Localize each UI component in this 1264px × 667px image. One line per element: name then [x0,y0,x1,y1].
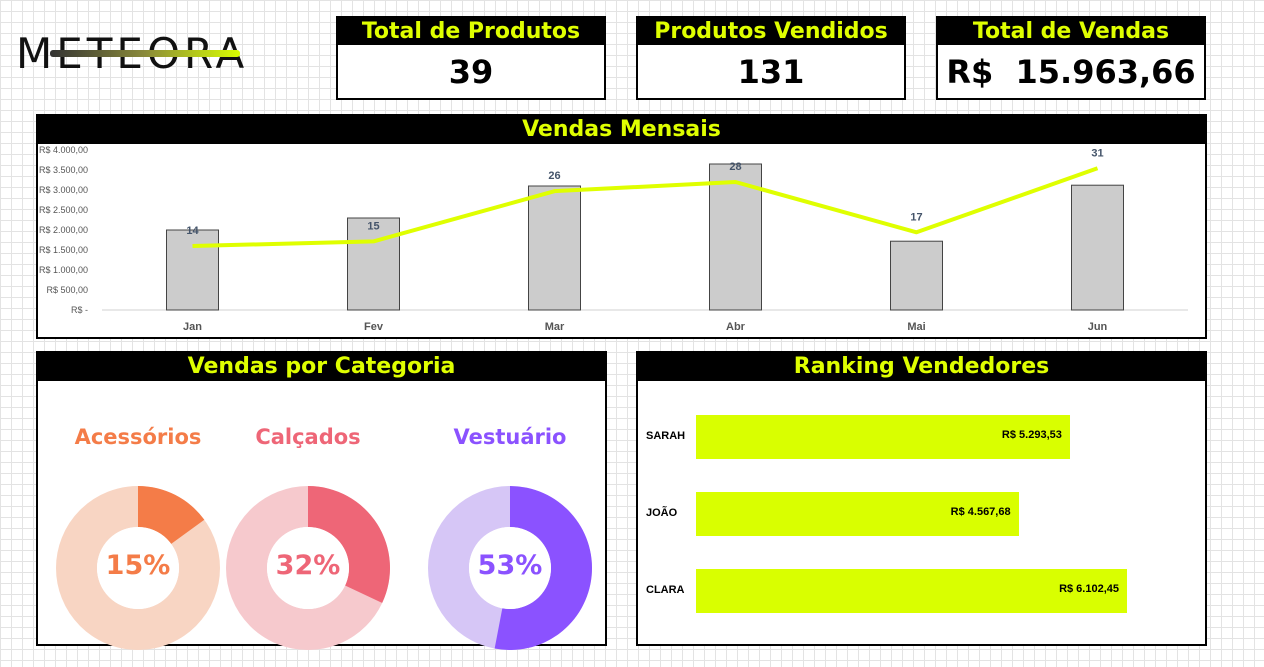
donut-percent-label: 53% [477,550,543,581]
line-data-label: 15 [367,220,379,232]
donut-area: Acessórios 15% Calçados 32% Vestuário 53% [38,381,605,650]
ranking-panel: Ranking Vendedores SARAH R$ 5.293,53 JOÃO R… [636,351,1207,646]
line-data-label: 26 [548,170,560,182]
line-data-label: 31 [1091,147,1103,159]
kpi-value: R$ 15.963,66 [946,53,1196,91]
donut-percent-label: 15% [105,550,171,581]
x-tick-label: Abr [726,321,746,333]
donut-title: Vestuário [453,425,567,449]
line-data-label: 14 [186,225,199,237]
ranking-name: JOÃO [646,507,678,519]
ranking-area: SARAH R$ 5.293,53 JOÃO R$ 4.567,68 CLARA R$ 6… [638,381,1205,644]
y-tick-label: R$ - [71,305,88,315]
bar-mar [528,185,581,311]
y-tick-label: R$ 2.000,00 [39,225,88,235]
donut-segment [138,486,205,544]
monthly-sales-chart: R$ - R$ 500,00 R$ 1.000,00 R$ 1.500,00 R$ 2.… [39,145,1188,333]
kpi-title: Produtos Vendidos [638,18,904,45]
bar-fev [347,217,400,311]
y-tick-label: R$ 3.000,00 [39,185,88,195]
donut-hole [267,527,349,609]
ranking-name: CLARA [646,584,685,596]
kpi-produtos-vendidos: Produtos Vendidos 131 [636,16,906,100]
logo-stripe [50,50,240,57]
donut-segment [308,486,390,603]
donut-chart [226,486,390,650]
x-tick-label: Fev [364,321,384,333]
ranking-bar: R$ 4.567,68 [696,492,1019,536]
line-data-label: 17 [910,211,922,223]
kpi-title: Total de Produtos [338,18,604,45]
bar-mai [890,240,943,311]
monthly-sales-panel: Vendas Mensais R$ - R$ 500,00 R$ 1.000,00 R… [36,114,1207,339]
bar-abr [709,163,762,311]
line-data-label: 28 [729,161,741,173]
ranking-name: SARAH [646,430,686,442]
x-tick-label: Jan [183,321,202,333]
kpi-title: Total de Vendas [938,18,1204,45]
donut-segment [494,486,592,650]
ranking-title: Ranking Vendedores [638,353,1205,381]
donut-hole [97,527,179,609]
x-tick-label: Jun [1088,321,1108,333]
y-tick-label: R$ 2.500,00 [39,205,88,215]
y-tick-label: R$ 1.000,00 [39,265,88,275]
kpi-total-produtos: Total de Produtos 39 [336,16,606,100]
ranking-value-label: R$ 4.567,68 [950,506,1011,518]
donut-percent-label: 32% [275,550,341,581]
ranking-bar: R$ 5.293,53 [696,415,1070,459]
ranking-bar: R$ 6.102,45 [696,569,1127,613]
ranking-value-label: R$ 6.102,45 [1059,583,1119,595]
x-tick-label: Mar [545,321,565,333]
monthly-sales-title: Vendas Mensais [38,116,1205,144]
bar-jun [1071,184,1124,311]
kpi-value: 39 [448,53,494,91]
kpi-total-vendas: Total de Vendas R$ 15.963,66 [936,16,1206,100]
ranking-value-label: R$ 5.293,53 [1001,429,1062,441]
bar-jan [166,229,219,311]
y-tick-label: R$ 1.500,00 [39,245,88,255]
y-tick-label: R$ 4.000,00 [39,145,88,155]
category-title: Vendas por Categoria [38,353,605,381]
category-panel: Vendas por Categoria Acessórios 15% Calçad… [36,351,607,650]
x-tick-label: Mai [907,321,925,333]
donut-hole [469,527,551,609]
kpi-value: 131 [737,53,805,91]
donut-chart [56,486,220,650]
donut-title: Calçados [255,425,361,449]
donut-chart [428,486,592,650]
y-tick-label: R$ 500,00 [46,285,88,295]
donut-title: Acessórios [74,425,202,449]
y-tick-label: R$ 3.500,00 [39,165,88,175]
sales-count-line [192,166,1099,248]
